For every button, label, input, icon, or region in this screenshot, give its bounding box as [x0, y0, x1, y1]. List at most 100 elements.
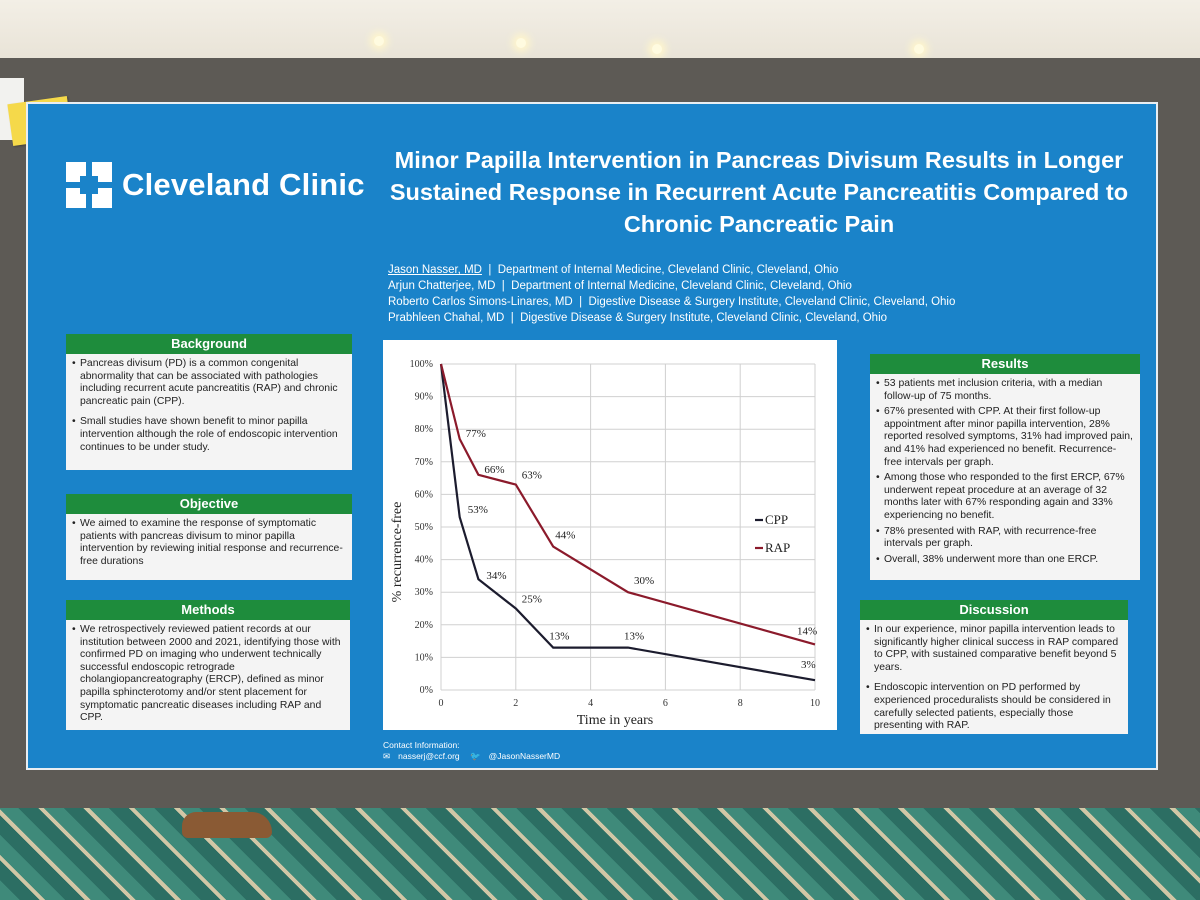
data-label: 13% — [624, 631, 644, 643]
data-label: 53% — [468, 504, 488, 516]
y-axis-label: % recurrence-free — [390, 502, 405, 603]
bullet-list: Pancreas divisum (PD) is a common congen… — [66, 354, 352, 466]
section-heading: Methods — [66, 600, 350, 620]
author-name: Jason Nasser, MD — [388, 264, 482, 276]
author-name: Arjun Chatterjee, MD — [388, 280, 496, 292]
bullet-list: We aimed to examine the response of symp… — [66, 514, 352, 580]
x-axis-label: Time in years — [577, 713, 653, 728]
methods-section: Methods We retrospectively reviewed pati… — [66, 600, 350, 730]
author-name: Prabhleen Chahal, MD — [388, 312, 505, 324]
bullet-item: 53 patients met inclusion criteria, with… — [876, 378, 1134, 403]
objective-section: Objective We aimed to examine the respon… — [66, 494, 352, 580]
x-tick-label: 10 — [810, 698, 820, 709]
section-heading: Results — [870, 354, 1140, 374]
shoe — [182, 812, 272, 838]
contact-info: Contact Information: ✉ nasserj@ccf.org 🐦 @… — [383, 740, 568, 762]
chart-grid — [440, 363, 816, 691]
author-name: Roberto Carlos Simons-Linares, MD — [388, 296, 573, 308]
author-line: Roberto Carlos Simons-Linares, MD | Dige… — [388, 294, 1128, 310]
y-tick-label: 20% — [415, 620, 433, 631]
author-affiliation: Department of Internal Medicine, Clevela… — [497, 264, 839, 276]
clinic-cross-icon — [66, 162, 112, 208]
x-tick-label: 0 — [439, 698, 444, 709]
y-tick-label: 0% — [420, 685, 433, 696]
research-poster: Cleveland Clinic Minor Papilla Intervent… — [28, 104, 1156, 768]
data-label: 14% — [797, 625, 817, 637]
section-heading: Background — [66, 334, 352, 354]
twitter-icon: 🐦 — [470, 751, 481, 761]
x-tick-label: 8 — [738, 698, 743, 709]
bullet-item: In our experience, minor papilla interve… — [866, 624, 1122, 674]
y-tick-label: 40% — [415, 555, 433, 566]
author-line: Jason Nasser, MD | Department of Interna… — [388, 262, 1128, 278]
x-tick-label: 2 — [513, 698, 518, 709]
poster-title: Minor Papilla Intervention in Pancreas D… — [389, 147, 1129, 237]
author-affiliation: Digestive Disease & Surgery Institute, C… — [588, 296, 956, 308]
bullet-list: 53 patients met inclusion criteria, with… — [870, 374, 1140, 573]
bullet-item: Small studies have shown benefit to mino… — [72, 416, 346, 454]
bullet-item: Among those who responded to the first E… — [876, 472, 1134, 522]
line-chart-svg: 0% 10% 20% 30% 40% 50% 60% 70% 80% 90% 100% 0 2 4 6 8 10… — [390, 359, 820, 728]
chart-labels: 0% 10% 20% 30% 40% 50% 60% 70% 80% 90% 100% 0 2 4 6 8 10… — [410, 359, 820, 709]
results-section: Results 53 patients met inclusion criter… — [870, 354, 1140, 580]
bullet-item: 78% presented with RAP, with recurrence-… — [876, 526, 1134, 551]
bullet-list: We retrospectively reviewed patient reco… — [66, 620, 350, 737]
x-tick-label: 4 — [588, 698, 593, 709]
bullet-item: We aimed to examine the response of symp… — [72, 518, 346, 568]
ceiling-light — [914, 44, 924, 54]
contact-heading: Contact Information: — [383, 740, 460, 750]
y-tick-label: 90% — [415, 392, 433, 403]
y-tick-label: 70% — [415, 457, 433, 468]
author-separator: | — [579, 296, 583, 308]
cleveland-clinic-logo: Cleveland Clinic — [66, 162, 365, 208]
ceiling-light — [652, 44, 662, 54]
y-tick-label: 10% — [415, 652, 433, 663]
y-tick-label: 60% — [415, 489, 433, 500]
bullet-item: Endoscopic intervention on PD performed … — [866, 682, 1122, 732]
ceiling-light — [516, 38, 526, 48]
data-label: 30% — [634, 575, 654, 587]
y-tick-label: 50% — [415, 522, 433, 533]
y-tick-label: 80% — [415, 424, 433, 435]
bullet-item: 67% presented with CPP. At their first f… — [876, 406, 1134, 469]
author-separator: | — [488, 264, 492, 276]
y-tick-label: 100% — [410, 359, 433, 370]
section-heading: Objective — [66, 494, 352, 514]
carpet-floor — [0, 808, 1200, 900]
legend-entry-cpp: CPP — [765, 512, 788, 527]
section-heading: Discussion — [860, 600, 1128, 620]
author-list: Jason Nasser, MD | Department of Interna… — [388, 262, 1128, 326]
bullet-item: We retrospectively reviewed patient reco… — [72, 624, 344, 725]
bullet-item: Overall, 38% underwent more than one ERC… — [876, 554, 1134, 567]
author-line: Prabhleen Chahal, MD | Digestive Disease… — [388, 310, 1128, 326]
ceiling-light — [374, 36, 384, 46]
data-label: 44% — [555, 530, 575, 542]
author-affiliation: Digestive Disease & Surgery Institute, C… — [520, 312, 888, 324]
author-separator: | — [501, 280, 505, 292]
contact-email: nasserj@ccf.org — [398, 751, 460, 761]
background-section: Background Pancreas divisum (PD) is a co… — [66, 334, 352, 470]
bullet-list: In our experience, minor papilla interve… — [860, 620, 1128, 745]
data-label: 34% — [486, 570, 506, 582]
contact-twitter: @JasonNasserMD — [488, 751, 561, 761]
x-tick-label: 6 — [663, 698, 668, 709]
legend-entry-rap: RAP — [765, 540, 790, 555]
bullet-item: Pancreas divisum (PD) is a common congen… — [72, 358, 346, 408]
series-line-cpp — [439, 363, 816, 682]
chart-series — [439, 363, 816, 682]
series-line-rap — [439, 363, 816, 646]
recurrence-free-chart: 0% 10% 20% 30% 40% 50% 60% 70% 80% 90% 100% 0 2 4 6 8 10… — [383, 340, 837, 730]
logo-text: Cleveland Clinic — [122, 167, 365, 202]
data-label: 25% — [522, 594, 542, 606]
data-label: 63% — [522, 470, 542, 482]
y-tick-label: 30% — [415, 587, 433, 598]
author-separator: | — [510, 312, 514, 324]
data-label: 13% — [549, 631, 569, 643]
data-label: 3% — [801, 659, 816, 671]
author-affiliation: Department of Internal Medicine, Clevela… — [511, 280, 852, 292]
data-label: 66% — [484, 464, 504, 476]
mail-icon: ✉ — [383, 751, 391, 761]
author-line: Arjun Chatterjee, MD | Department of Int… — [388, 278, 1128, 294]
data-label: 77% — [466, 428, 486, 440]
discussion-section: Discussion In our experience, minor papi… — [860, 600, 1128, 734]
